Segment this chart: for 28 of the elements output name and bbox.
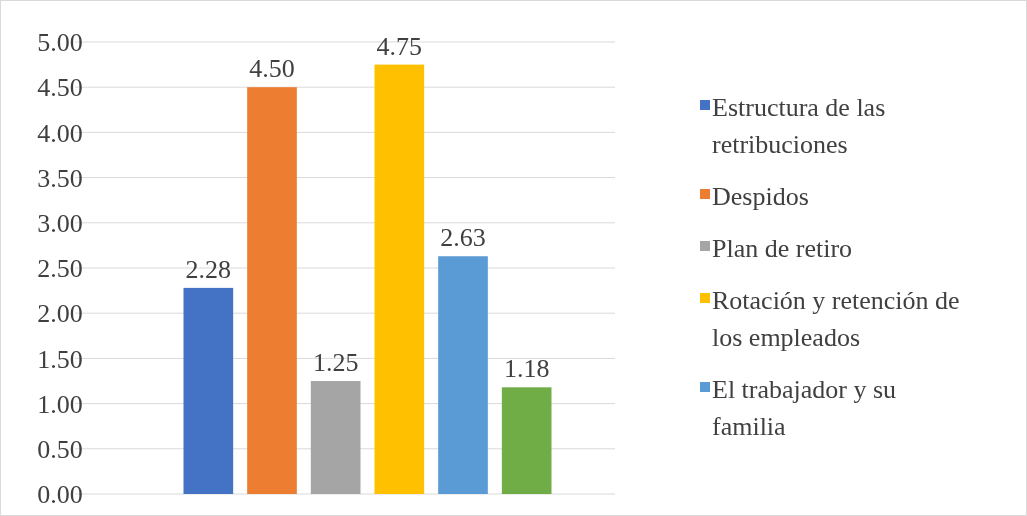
y-tick-label: 2.50 xyxy=(37,254,83,284)
legend-label: Estructura de las retribuciones xyxy=(712,93,886,159)
bar xyxy=(438,256,488,494)
y-tick-label: 0.00 xyxy=(37,480,83,510)
text: 1.18 xyxy=(503,354,550,384)
y-tick-label: 0.50 xyxy=(37,434,83,464)
legend-label: El trabajador y su familia xyxy=(712,375,897,441)
y-tick-label: 2.00 xyxy=(37,299,83,329)
y-tick-label: 1.50 xyxy=(37,344,83,374)
text: 1.25 xyxy=(312,348,359,377)
legend-label: Plan de retiro xyxy=(712,234,853,263)
text: 4.50 xyxy=(249,54,295,84)
y-tick-label: 3.00 xyxy=(37,208,83,238)
bar xyxy=(247,87,297,494)
bar xyxy=(501,387,552,494)
text: 2.28 xyxy=(185,254,232,284)
legend-label: Despidos xyxy=(712,182,809,211)
legend-label: Rotación y retención de los empleados xyxy=(712,286,960,352)
bar xyxy=(183,287,234,494)
y-tick-label: 3.50 xyxy=(37,163,83,193)
text: 2.63 xyxy=(440,223,486,253)
bar xyxy=(310,381,361,494)
y-tick-label: 4.00 xyxy=(37,118,83,148)
y-tick-label: 1.00 xyxy=(37,389,83,419)
text: 4.75 xyxy=(376,31,423,61)
y-tick-label: 4.50 xyxy=(37,73,83,103)
bar xyxy=(374,64,425,494)
y-tick-label: 5.00 xyxy=(37,28,83,58)
